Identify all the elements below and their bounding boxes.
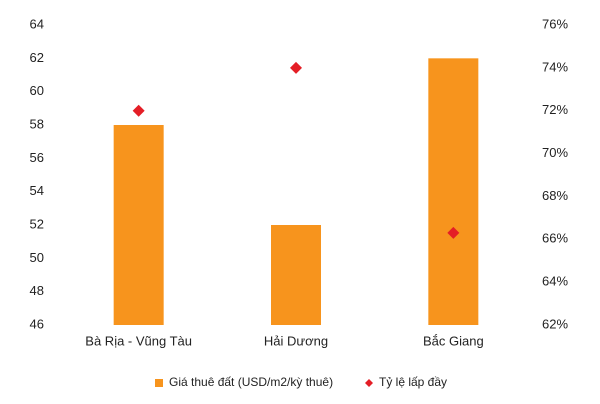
y-tick-label: 54: [30, 183, 44, 198]
y2-tick-label: 76%: [542, 16, 568, 31]
y2-tick-label: 72%: [542, 102, 568, 117]
legend-label: Giá thuê đất (USD/m2/kỳ thuê): [169, 375, 333, 389]
bar: [428, 58, 479, 325]
y2-tick-label: 64%: [542, 274, 568, 289]
legend-swatch: [365, 379, 373, 387]
y-tick-label: 58: [30, 116, 44, 131]
bar: [113, 125, 164, 325]
y2-tick-label: 74%: [542, 59, 568, 74]
y2-tick-label: 66%: [542, 231, 568, 246]
y2-tick-label: 62%: [542, 316, 568, 331]
y-tick-label: 50: [30, 250, 44, 265]
x-tick-label: Bà Rịa - Vũng Tàu: [85, 333, 192, 348]
y-tick-label: 48: [30, 283, 44, 298]
x-tick-label: Hải Dương: [264, 333, 328, 348]
y-tick-label: 62: [30, 50, 44, 65]
marker: [132, 104, 145, 117]
legend-label: Tỷ lệ lấp đầy: [379, 375, 447, 389]
x-tick-label: Bắc Giang: [423, 333, 484, 348]
bar: [271, 225, 321, 325]
y2-tick-label: 68%: [542, 188, 568, 203]
y-tick-label: 64: [30, 16, 44, 31]
marker: [447, 226, 460, 239]
y2-tick-label: 70%: [542, 145, 568, 160]
y-tick-label: 46: [30, 316, 44, 331]
marker: [290, 61, 302, 74]
legend-swatch: [155, 379, 163, 387]
y-tick-label: 60: [30, 83, 44, 98]
y-tick-label: 52: [30, 216, 44, 231]
y-tick-label: 56: [30, 150, 44, 165]
